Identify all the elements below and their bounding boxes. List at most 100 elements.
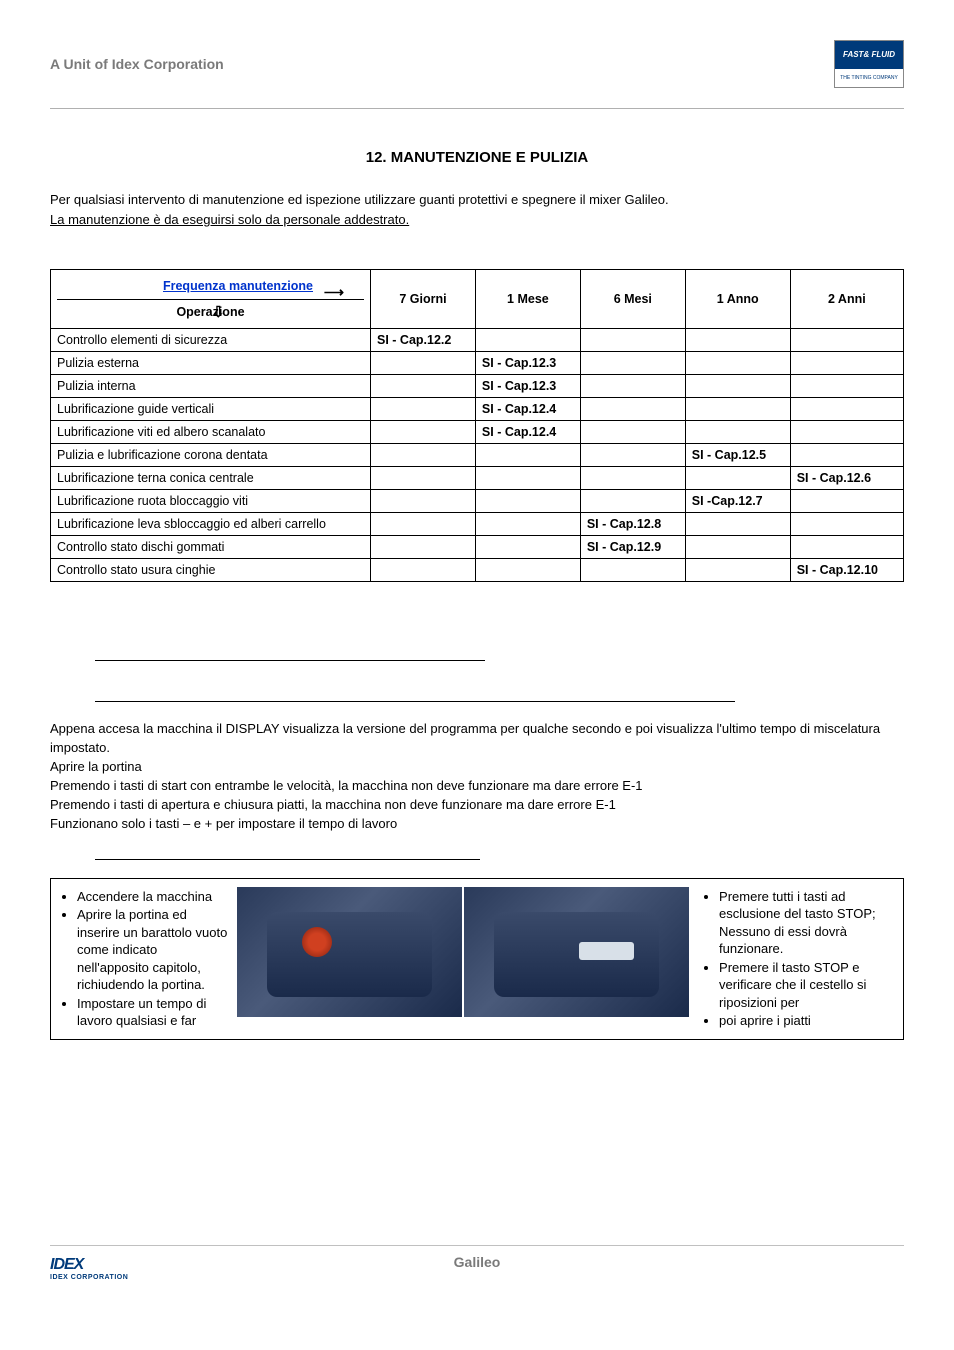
operation-cell: Lubrificazione terna conica centrale: [51, 467, 371, 490]
value-cell: [790, 490, 903, 513]
table-row: Lubrificazione ruota bloccaggio vitiSI -…: [51, 490, 904, 513]
value-cell: [371, 398, 476, 421]
image-column: [237, 887, 689, 1017]
value-cell: [685, 352, 790, 375]
value-cell: [475, 444, 580, 467]
value-cell: [685, 421, 790, 444]
value-cell: [475, 559, 580, 582]
value-cell: [685, 375, 790, 398]
value-cell: [580, 329, 685, 352]
value-cell: SI - Cap.12.5: [685, 444, 790, 467]
value-cell: [685, 559, 790, 582]
value-cell: [790, 421, 903, 444]
col-header: 6 Mesi: [580, 270, 685, 329]
value-cell: [790, 375, 903, 398]
footer-idex: IDEX: [50, 1256, 128, 1274]
table-row: Lubrificazione terna conica centrale SI -…: [51, 467, 904, 490]
operation-cell: Controllo elementi di sicurezza: [51, 329, 371, 352]
list-item: Impostare un tempo di lavoro qualsiasi e…: [77, 995, 229, 1030]
page-footer: IDEX IDEX CORPORATION Galileo: [50, 1245, 904, 1270]
table-row: Lubrificazione guide verticali SI - Cap.1…: [51, 398, 904, 421]
value-cell: [371, 467, 476, 490]
value-cell: [580, 421, 685, 444]
value-cell: SI - Cap.12.2: [371, 329, 476, 352]
op-header: Operazione ⇩: [57, 300, 364, 324]
value-cell: [580, 490, 685, 513]
body-p4: Premendo i tasti di apertura e chiusura …: [50, 796, 904, 814]
value-cell: [685, 467, 790, 490]
value-cell: [475, 329, 580, 352]
logo-top-text: FAST& FLUID: [835, 41, 903, 69]
value-cell: [475, 536, 580, 559]
intro-line-2: La manutenzione è da eseguirsi solo da p…: [50, 211, 904, 229]
machine-photo-2: [464, 887, 689, 1017]
value-cell: [790, 329, 903, 352]
value-cell: SI - Cap.12.3: [475, 352, 580, 375]
operation-cell: Lubrificazione leva sbloccaggio ed alber…: [51, 513, 371, 536]
intro-block: Per qualsiasi intervento di manutenzione…: [50, 191, 904, 229]
operation-cell: Controllo stato usura cinghie: [51, 559, 371, 582]
value-cell: [790, 444, 903, 467]
list-item: Premere tutti i tasti ad esclusione del …: [719, 888, 895, 958]
header-unit-text: A Unit of Idex Corporation: [50, 56, 224, 72]
value-cell: [475, 513, 580, 536]
freq-label: Frequenza manutenzione: [163, 279, 313, 293]
operation-cell: Pulizia e lubrificazione corona dentata: [51, 444, 371, 467]
table-row: Pulizia esterna SI - Cap.12.3: [51, 352, 904, 375]
body-p5: Funzionano solo i tasti – e + per impost…: [50, 815, 904, 833]
value-cell: [371, 421, 476, 444]
value-cell: [790, 398, 903, 421]
table-row: Controllo stato dischi gommati SI - Cap.1…: [51, 536, 904, 559]
left-column: Accendere la macchinaAprire la portina e…: [59, 887, 229, 1031]
value-cell: SI - Cap.12.10: [790, 559, 903, 582]
body-p2: Aprire la portina: [50, 758, 904, 776]
value-cell: SI - Cap.12.4: [475, 421, 580, 444]
intro-line-1: Per qualsiasi intervento di manutenzione…: [50, 191, 904, 209]
page-header: A Unit of Idex Corporation FAST& FLUID T…: [50, 40, 904, 109]
body-p1: Appena accesa la macchina il DISPLAY vis…: [50, 720, 904, 756]
value-cell: [685, 536, 790, 559]
value-cell: [371, 536, 476, 559]
value-cell: [580, 352, 685, 375]
value-cell: SI - Cap.12.8: [580, 513, 685, 536]
value-cell: [790, 513, 903, 536]
list-item: Accendere la macchina: [77, 888, 229, 906]
value-cell: [790, 536, 903, 559]
value-cell: [371, 444, 476, 467]
section-number: 12.: [366, 149, 387, 166]
footer-logo: IDEX IDEX CORPORATION: [50, 1256, 128, 1281]
arrow-down-icon: ⇩: [212, 303, 225, 321]
value-cell: [371, 375, 476, 398]
value-cell: [371, 513, 476, 536]
right-column: Premere tutti i tasti ad esclusione del …: [697, 887, 895, 1031]
operation-cell: Pulizia esterna: [51, 352, 371, 375]
value-cell: [685, 398, 790, 421]
value-cell: [685, 329, 790, 352]
operation-cell: Lubrificazione guide verticali: [51, 398, 371, 421]
value-cell: [580, 467, 685, 490]
col-header: 1 Mese: [475, 270, 580, 329]
col-header: 1 Anno: [685, 270, 790, 329]
value-cell: [580, 444, 685, 467]
value-cell: [580, 559, 685, 582]
footer-corp: IDEX CORPORATION: [50, 1274, 128, 1281]
value-cell: [580, 375, 685, 398]
section-title: 12. MANUTENZIONE E PULIZIA: [50, 149, 904, 166]
value-cell: [371, 490, 476, 513]
list-item: Aprire la portina ed inserire un baratto…: [77, 906, 229, 994]
divider: [95, 660, 485, 661]
value-cell: SI - Cap.12.9: [580, 536, 685, 559]
value-cell: [371, 559, 476, 582]
instruction-box: Accendere la macchinaAprire la portina e…: [50, 878, 904, 1040]
value-cell: [475, 490, 580, 513]
table-row: Pulizia interna SI - Cap.12.3: [51, 375, 904, 398]
operation-cell: Pulizia interna: [51, 375, 371, 398]
machine-photo-1: [237, 887, 462, 1017]
op-label: Operazione: [176, 305, 244, 319]
operation-cell: Controllo stato dischi gommati: [51, 536, 371, 559]
list-item: poi aprire i piatti: [719, 1012, 895, 1030]
value-cell: SI - Cap.12.3: [475, 375, 580, 398]
body-text-block: Appena accesa la macchina il DISPLAY vis…: [50, 720, 904, 833]
value-cell: SI - Cap.12.6: [790, 467, 903, 490]
value-cell: SI - Cap.12.4: [475, 398, 580, 421]
